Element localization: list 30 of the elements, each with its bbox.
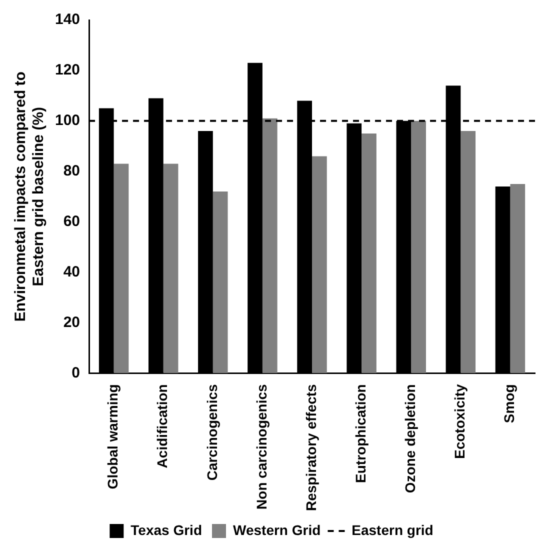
bar bbox=[163, 164, 178, 374]
x-tick-label: Ozone depletion bbox=[402, 384, 418, 494]
legend-label: Western Grid bbox=[232, 522, 321, 538]
x-tick-label: Acidification bbox=[154, 384, 170, 468]
y-axis-title: Environmetal impacts compared to Eastern grid baseline (%) bbox=[12, 72, 48, 322]
x-tick-label: Smog bbox=[501, 384, 518, 424]
x-tick-label: Ecotoxicity bbox=[452, 384, 468, 459]
y-tick-label: 100 bbox=[54, 112, 80, 130]
x-tick-label: Non carcinogenics bbox=[253, 384, 270, 510]
bar bbox=[212, 192, 228, 374]
bar bbox=[312, 156, 327, 374]
x-tick-label: Respiratory effects bbox=[302, 384, 319, 511]
bar bbox=[362, 134, 376, 374]
y-tick-label: 80 bbox=[63, 162, 80, 180]
bar bbox=[262, 118, 278, 374]
bar bbox=[411, 120, 426, 374]
y-tick-label: 120 bbox=[54, 62, 80, 79]
y-tick-label: 40 bbox=[63, 263, 80, 280]
legend-label: Texas Grid bbox=[130, 522, 202, 538]
y-tick-label: 0 bbox=[72, 364, 80, 382]
bar bbox=[510, 184, 526, 374]
x-tick-label: Carcinogenics bbox=[204, 384, 220, 481]
bar bbox=[114, 164, 129, 374]
legend-label: Eastern grid bbox=[352, 522, 434, 538]
bar bbox=[460, 130, 476, 374]
x-tick-label: Eutrophication bbox=[352, 384, 368, 483]
x-tick-label: Global warming bbox=[104, 384, 121, 490]
y-tick-label: 20 bbox=[63, 314, 80, 331]
y-tick-label: 60 bbox=[63, 212, 80, 230]
y-tick-label: 140 bbox=[54, 11, 80, 28]
